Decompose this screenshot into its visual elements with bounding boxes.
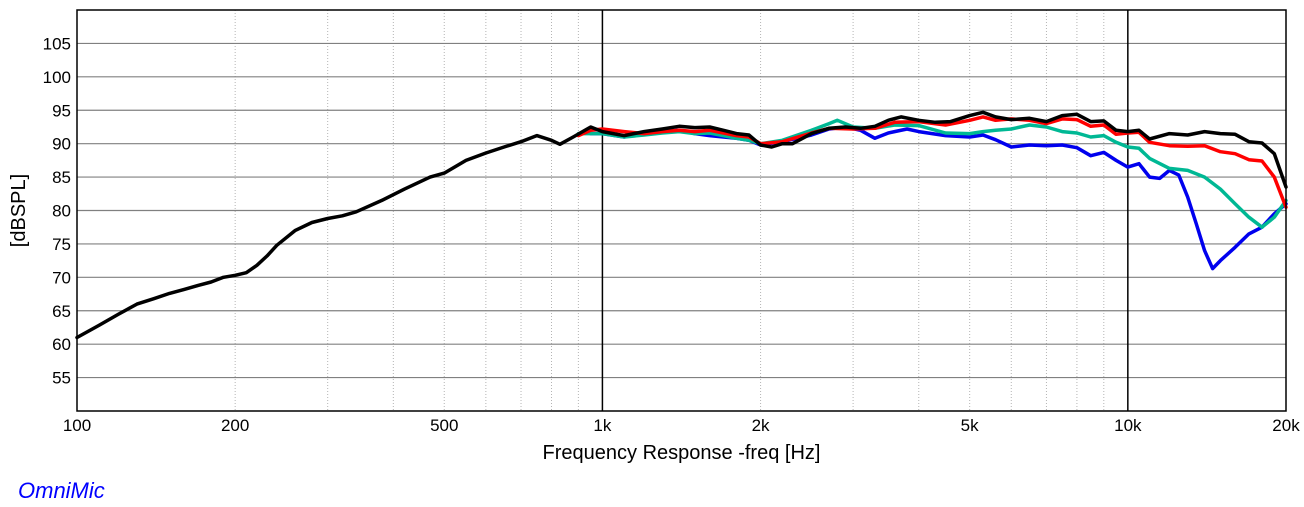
- x-tick-label: 500: [430, 416, 458, 435]
- series-group: [75, 110, 1288, 340]
- x-tick-label: 2k: [752, 416, 770, 435]
- y-tick-label: 65: [52, 302, 71, 321]
- x-tick-label: 10k: [1114, 416, 1142, 435]
- y-tick-label: 95: [52, 101, 71, 120]
- frequency-response-chart: 55 60 65 70 75 80 85 90 95 100 105 100 200 500 1k 2k 5k…: [8, 9, 1300, 464]
- y-tick-labels: 55 60 65 70 75 80 85 90 95 100 105: [43, 34, 71, 387]
- series-line: [75, 110, 1288, 340]
- y-tick-label: 85: [52, 168, 71, 187]
- y-tick-label: 90: [52, 135, 71, 154]
- y-axis-label: [dBSPL]: [8, 174, 30, 247]
- y-tick-label: 100: [43, 68, 71, 87]
- y-tick-label: 80: [52, 202, 71, 221]
- x-tick-label: 1k: [593, 416, 611, 435]
- y-tick-label: 75: [52, 235, 71, 254]
- x-tick-labels: 100 200 500 1k 2k 5k 10k 20k: [63, 416, 1300, 435]
- y-tick-label: 60: [52, 335, 71, 354]
- plot-frame: [76, 9, 1287, 412]
- series-line: [576, 118, 1288, 229]
- omnimic-brand-label: OmniMic: [18, 478, 105, 503]
- x-tick-label: 20k: [1272, 416, 1300, 435]
- x-tick-label: 5k: [961, 416, 979, 435]
- x-tick-label: 100: [63, 416, 91, 435]
- y-tick-label: 55: [52, 369, 71, 388]
- x-tick-label: 200: [221, 416, 249, 435]
- x-axis-label: Frequency Response -freq [Hz]: [543, 442, 821, 464]
- y-tick-label: 70: [52, 268, 71, 287]
- y-tick-label: 105: [43, 34, 71, 53]
- series-line: [576, 115, 1288, 209]
